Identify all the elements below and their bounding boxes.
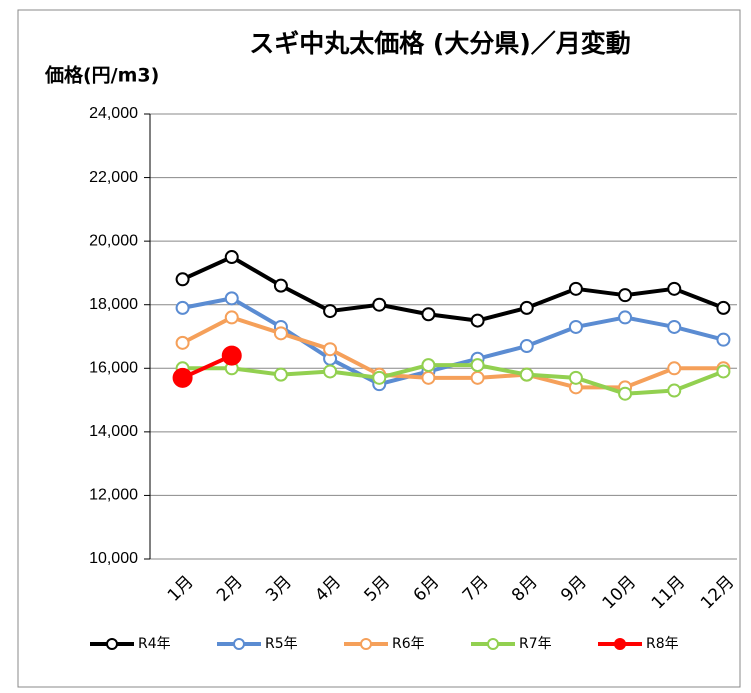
data-point bbox=[175, 300, 190, 315]
legend-label: R8年 bbox=[646, 636, 679, 652]
data-point bbox=[470, 370, 485, 385]
data-point bbox=[618, 386, 633, 401]
data-point bbox=[224, 291, 239, 306]
data-point bbox=[273, 367, 288, 382]
data-point bbox=[618, 288, 633, 303]
data-point bbox=[224, 310, 239, 325]
legend-marker bbox=[360, 638, 372, 650]
data-point bbox=[273, 278, 288, 293]
data-point bbox=[470, 358, 485, 373]
data-point bbox=[323, 342, 338, 357]
legend-marker bbox=[233, 638, 245, 650]
series-line bbox=[181, 255, 725, 323]
y-axis-label: 価格(円/m3) bbox=[44, 64, 159, 87]
data-point bbox=[470, 313, 485, 328]
y-tick-label: 12,000 bbox=[89, 487, 138, 504]
data-point bbox=[172, 367, 193, 388]
chart-title: スギ中丸太価格 (大分県)／月変動 bbox=[249, 29, 631, 58]
y-tick-label: 22,000 bbox=[89, 169, 138, 186]
chart-frame bbox=[17, 9, 741, 688]
data-point bbox=[323, 304, 338, 319]
data-point bbox=[618, 310, 633, 325]
data-point bbox=[667, 361, 682, 376]
data-point bbox=[421, 307, 436, 322]
data-point bbox=[568, 370, 583, 385]
data-point bbox=[323, 364, 338, 379]
legend-label: R4年 bbox=[138, 636, 171, 652]
y-tick-label: 24,000 bbox=[89, 105, 138, 122]
legend-label: R7年 bbox=[519, 636, 552, 652]
legend-label: R5年 bbox=[265, 636, 298, 652]
data-point bbox=[519, 339, 534, 354]
data-point bbox=[716, 332, 731, 347]
data-point bbox=[716, 300, 731, 315]
data-point bbox=[224, 250, 239, 265]
data-point bbox=[273, 326, 288, 341]
data-point bbox=[519, 300, 534, 315]
data-point bbox=[667, 319, 682, 334]
y-tick-label: 20,000 bbox=[89, 232, 138, 249]
legend-label: R6年 bbox=[392, 636, 425, 652]
data-point bbox=[372, 370, 387, 385]
y-tick-label: 10,000 bbox=[89, 550, 138, 567]
data-point bbox=[175, 335, 190, 350]
data-point bbox=[716, 364, 731, 379]
legend-marker bbox=[106, 638, 118, 650]
data-point bbox=[568, 319, 583, 334]
data-point bbox=[667, 281, 682, 296]
data-point bbox=[421, 370, 436, 385]
data-point bbox=[175, 272, 190, 287]
legend-marker bbox=[614, 638, 626, 650]
data-point bbox=[372, 297, 387, 312]
series-line bbox=[181, 315, 724, 390]
data-point bbox=[667, 383, 682, 398]
y-tick-label: 14,000 bbox=[89, 423, 138, 440]
data-point bbox=[519, 367, 534, 382]
y-tick-label: 16,000 bbox=[89, 360, 138, 377]
data-point bbox=[421, 358, 436, 373]
data-point bbox=[568, 281, 583, 296]
legend-marker bbox=[487, 638, 499, 650]
series-line bbox=[182, 363, 725, 396]
y-tick-label: 18,000 bbox=[89, 296, 138, 313]
data-point bbox=[221, 345, 242, 366]
